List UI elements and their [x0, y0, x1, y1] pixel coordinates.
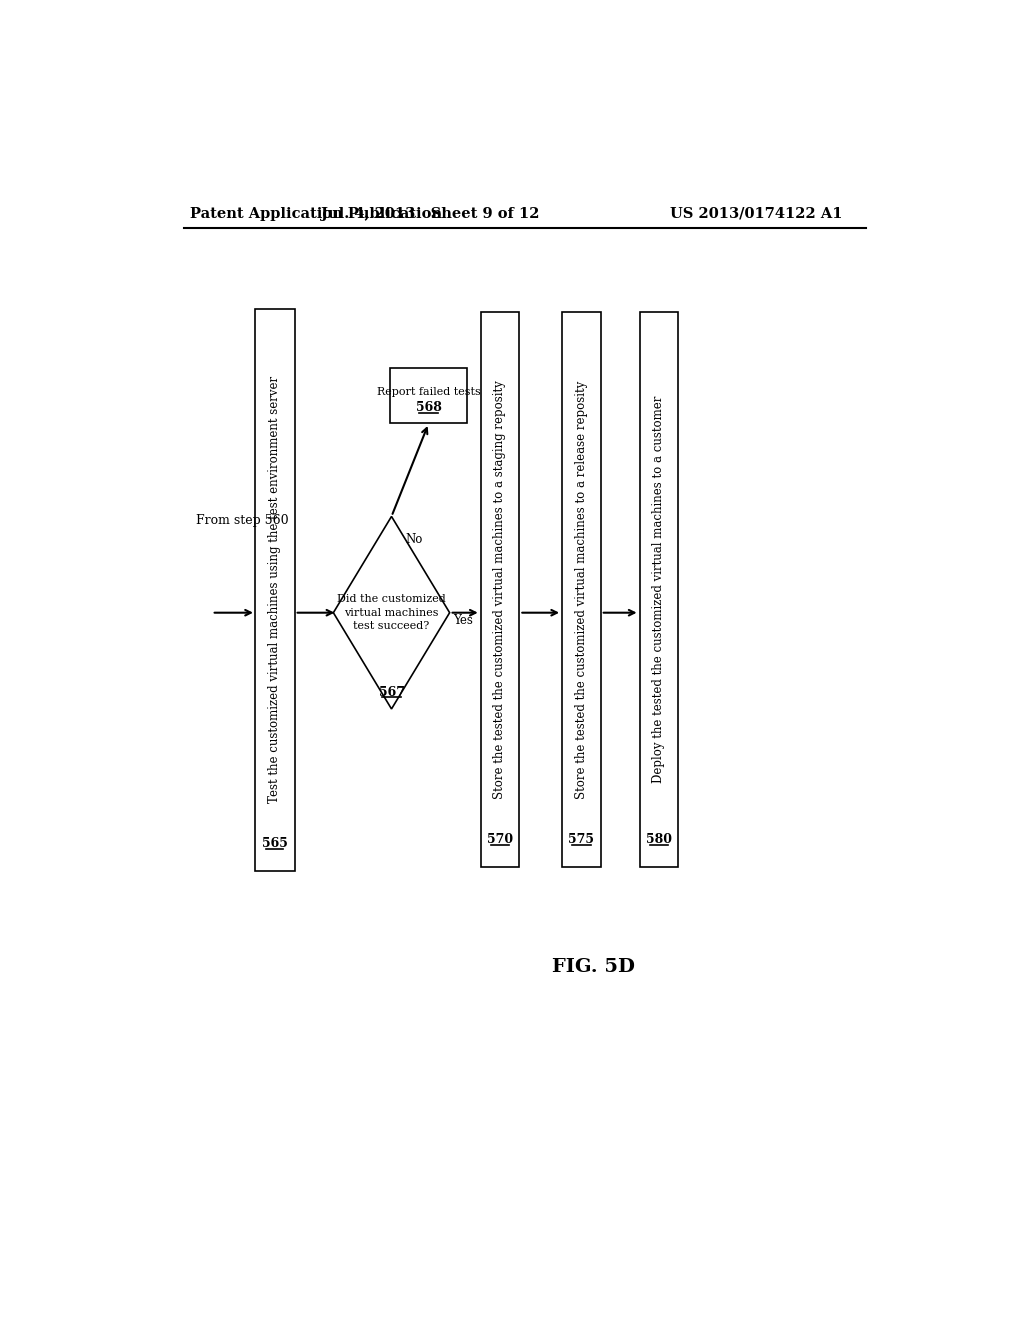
Text: 570: 570 [487, 833, 513, 846]
Text: 565: 565 [262, 837, 288, 850]
Text: From step 560: From step 560 [197, 513, 289, 527]
Text: Yes: Yes [453, 614, 473, 627]
Text: US 2013/0174122 A1: US 2013/0174122 A1 [671, 207, 843, 220]
Text: 567: 567 [379, 685, 404, 698]
Bar [562, 313, 601, 867]
Text: Did the customized
virtual machines
test succeed?: Did the customized virtual machines test… [337, 594, 445, 631]
Text: Report failed tests: Report failed tests [377, 387, 480, 397]
Bar [255, 309, 295, 871]
Text: Store the tested the customized virtual machines to a staging reposity: Store the tested the customized virtual … [494, 380, 507, 799]
Text: Test the customized virtual machines using the test environment server: Test the customized virtual machines usi… [268, 376, 282, 803]
Text: Patent Application Publication: Patent Application Publication [190, 207, 442, 220]
Text: Jul. 4, 2013   Sheet 9 of 12: Jul. 4, 2013 Sheet 9 of 12 [321, 207, 540, 220]
Bar [480, 313, 519, 867]
Text: 568: 568 [416, 401, 441, 414]
Text: Store the tested the customized virtual machines to a release reposity: Store the tested the customized virtual … [574, 380, 588, 799]
Text: FIG. 5D: FIG. 5D [552, 958, 635, 975]
Bar [390, 368, 467, 424]
Text: Deploy the tested the customized virtual machines to a customer: Deploy the tested the customized virtual… [652, 396, 666, 783]
Polygon shape [334, 516, 450, 709]
Text: 575: 575 [568, 833, 594, 846]
Text: 580: 580 [646, 833, 672, 846]
Text: No: No [406, 533, 423, 546]
Bar [640, 313, 678, 867]
